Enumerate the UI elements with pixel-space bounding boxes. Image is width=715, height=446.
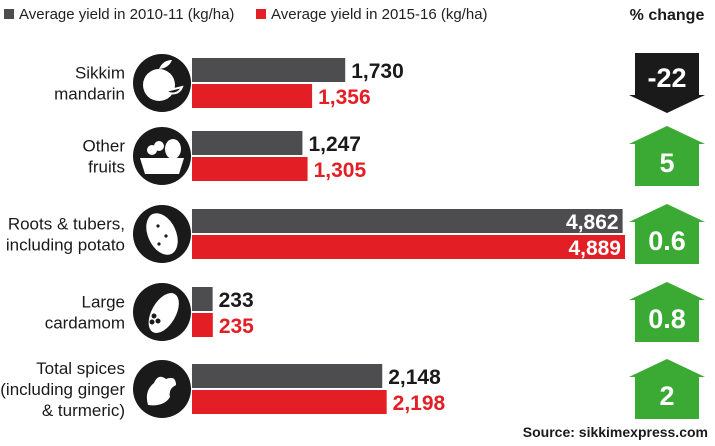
category-label: & turmeric) <box>42 401 125 420</box>
row-4: Large cardamom 233 235 0.8 <box>45 282 705 342</box>
bar-2015-16 <box>192 235 625 259</box>
row-2: Other fruits 1,247 1,305 5 <box>82 126 705 186</box>
bar-2010-11 <box>192 287 213 311</box>
bar-2015-16 <box>192 390 387 414</box>
value-label: 1,730 <box>351 60 404 83</box>
category-label: mandarin <box>54 85 125 104</box>
pct-change-arrow-up <box>629 126 705 186</box>
value-label: 2,198 <box>393 392 446 415</box>
category-label: including potato <box>6 236 125 255</box>
value-label: 1,247 <box>308 133 361 156</box>
legend-label-1: Average yield in 2010-11 (kg/ha) <box>19 6 234 23</box>
row-5: Total spices (including ginger & turmeric)… <box>0 359 705 420</box>
category-label: cardamom <box>45 314 125 333</box>
value-label: 2,148 <box>388 366 441 389</box>
pct-change-value: -22 <box>647 63 686 93</box>
orange-leaf <box>159 60 172 69</box>
bar-2010-11 <box>192 131 303 155</box>
value-label: 1,305 <box>314 159 367 182</box>
value-label: 233 <box>219 289 254 312</box>
category-label: Sikkim <box>75 64 125 83</box>
category-label: Total spices <box>36 359 125 378</box>
pct-change-value: 0.8 <box>648 304 686 334</box>
pct-change-arrow-up <box>629 282 705 342</box>
potato-icon <box>133 205 191 263</box>
grape <box>154 141 164 151</box>
category-label: Roots & tubers, <box>8 215 125 234</box>
pct-change-arrow-up <box>629 359 705 419</box>
cardamom-pod <box>148 293 179 333</box>
pct-change-arrow-down <box>629 53 705 113</box>
category-label: (including ginger <box>0 380 125 399</box>
ginger-icon <box>133 360 191 418</box>
legend-label-2: Average yield in 2015-16 (kg/ha) <box>271 6 488 23</box>
value-label: 1,356 <box>318 86 371 109</box>
ginger <box>146 376 176 406</box>
bar-2015-16 <box>192 313 213 337</box>
legend-swatch-1 <box>4 9 14 19</box>
source-note: Source: sikkimexpress.com <box>523 424 708 440</box>
category-label: fruits <box>88 158 125 177</box>
potato-eye <box>157 242 161 246</box>
orange-icon <box>133 54 191 112</box>
row-1: Sikkim mandarin 1,730 1,356 -22 <box>54 53 705 113</box>
potato-eye <box>156 224 160 228</box>
bar-2015-16 <box>192 84 313 108</box>
bar-2010-11 <box>192 364 383 388</box>
basket <box>140 158 184 174</box>
cardamom-seed <box>149 319 155 325</box>
value-label: 4,862 <box>566 211 619 234</box>
potato <box>146 213 178 255</box>
icon-bg <box>133 127 191 185</box>
pct-change-value: 5 <box>659 148 674 178</box>
fruit-basket-icon <box>133 127 191 185</box>
cardamom-icon <box>133 283 191 341</box>
pct-change-arrow-up <box>629 204 705 264</box>
value-label: 4,889 <box>568 237 621 260</box>
category-label: Large <box>82 293 125 312</box>
potato-eye <box>164 234 168 238</box>
cardamom-seed <box>155 318 161 324</box>
pct-change-value: 0.6 <box>648 226 686 256</box>
row-3: Roots & tubers, including potato 4,862 4,88… <box>6 204 705 264</box>
legend: Average yield in 2010-11 (kg/ha) Average … <box>4 6 488 23</box>
legend-swatch-2 <box>256 9 266 19</box>
orange-fruit <box>143 69 175 101</box>
pct-change-value: 2 <box>659 381 674 411</box>
orange-slice <box>163 85 184 95</box>
cardamom-seed <box>151 313 157 319</box>
pct-change-header: % change <box>630 7 705 24</box>
category-label: Other <box>82 137 125 156</box>
pear <box>165 139 181 159</box>
bar-2015-16 <box>192 157 308 181</box>
bar-2010-11 <box>192 58 346 82</box>
value-label: 235 <box>219 315 254 338</box>
bar-2010-11 <box>192 209 623 233</box>
